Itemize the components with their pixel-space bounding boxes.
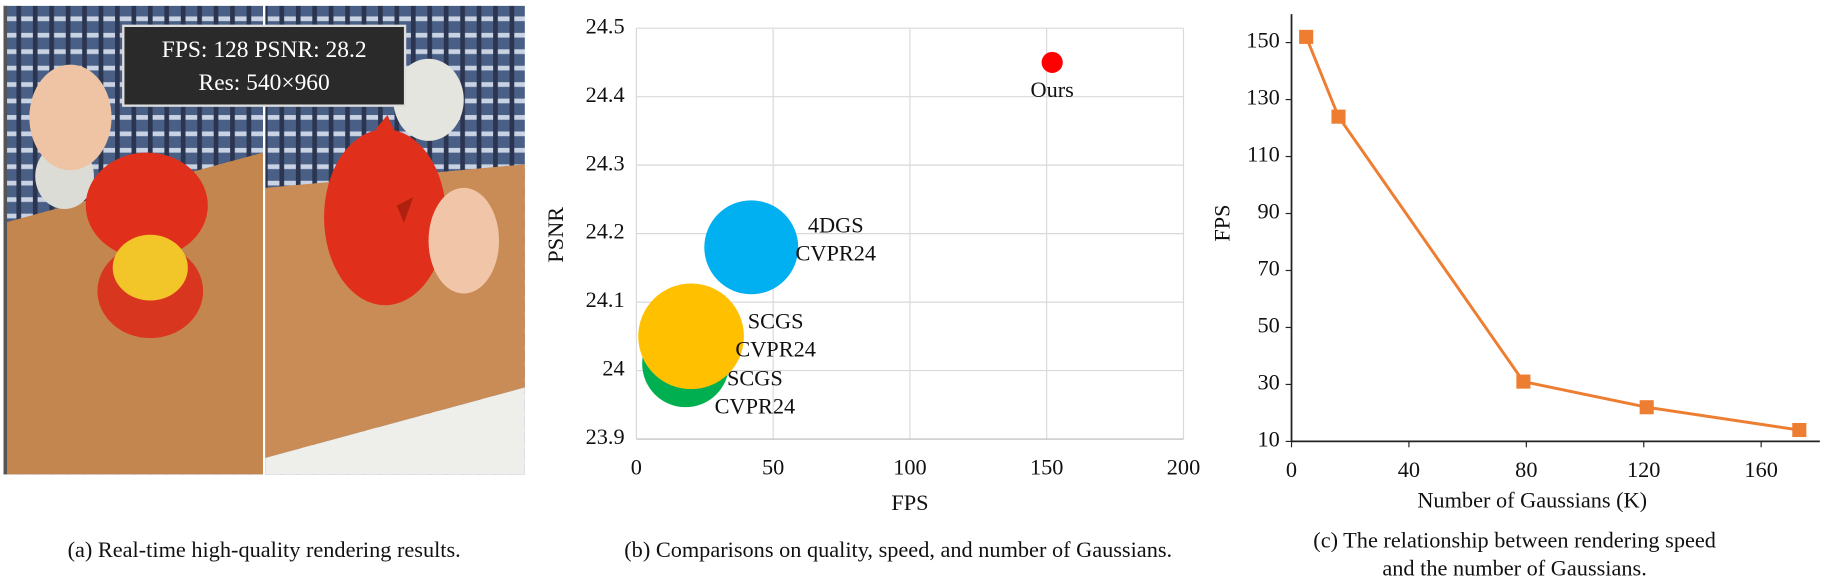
marker xyxy=(1299,29,1314,44)
overlay-text: FPS: 128 PSNR: 28.2 xyxy=(162,37,367,63)
y-tick-label: 24 xyxy=(602,356,624,381)
point-label: Ours xyxy=(1031,77,1074,102)
point-label: 4DGS xyxy=(808,212,864,237)
caption: (a) Real-time high-quality rendering res… xyxy=(68,537,461,562)
beak xyxy=(396,197,414,224)
y-tick-label: 24.3 xyxy=(586,150,625,175)
point-label: SCGS xyxy=(748,309,804,334)
y-axis-label: PSNR xyxy=(543,207,568,263)
y-tick-label: 24.2 xyxy=(586,219,625,244)
x-tick-label: 0 xyxy=(631,455,642,480)
x-tick-label: 160 xyxy=(1744,457,1777,482)
bubble xyxy=(704,200,799,295)
marker xyxy=(1639,400,1654,415)
x-tick-label: 40 xyxy=(1398,457,1420,482)
bubble xyxy=(1041,51,1063,73)
x-tick-label: 150 xyxy=(1030,455,1063,480)
photo-panel: FPS: 128 PSNR: 28.2 Res: 540×960 (a) Rea… xyxy=(3,5,525,562)
x-tick-label: 50 xyxy=(762,455,784,480)
line xyxy=(1304,36,1800,432)
x-tick-label: 80 xyxy=(1515,457,1537,482)
caption: and the number of Gaussians. xyxy=(1382,556,1646,581)
y-tick-label: 24.4 xyxy=(586,82,625,107)
y-tick-label: 90 xyxy=(1257,199,1279,224)
caption: (c) The relationship between rendering s… xyxy=(1313,528,1716,553)
y-tick-label: 23.9 xyxy=(586,424,625,449)
y-tick-label: 10 xyxy=(1257,427,1279,452)
y-tick-label: 150 xyxy=(1246,28,1279,53)
x-tick-label: 200 xyxy=(1167,455,1200,480)
hand xyxy=(428,187,499,294)
y-tick-label: 30 xyxy=(1257,370,1279,395)
edge xyxy=(3,5,8,475)
x-tick-label: 0 xyxy=(1286,457,1297,482)
point-label: SCGS xyxy=(727,365,783,390)
marker xyxy=(1792,422,1807,438)
y-tick-label: 110 xyxy=(1247,142,1280,167)
point-label: CVPR24 xyxy=(735,337,816,362)
x-tick-label: 120 xyxy=(1627,457,1660,482)
y-tick-label: 70 xyxy=(1257,256,1279,281)
cloth xyxy=(265,387,525,475)
y-tick-label: 24.1 xyxy=(586,287,625,312)
y-tick-label: 130 xyxy=(1246,85,1279,110)
egg xyxy=(393,58,464,141)
x-axis-label: Number of Gaussians (K) xyxy=(1417,488,1647,513)
x-tick-label: 100 xyxy=(893,455,926,480)
point-label: CVPR24 xyxy=(796,241,877,266)
x-axis-label: FPS xyxy=(891,490,928,515)
chick-top xyxy=(85,152,208,259)
overlay-text: Res: 540×960 xyxy=(199,70,330,96)
marker xyxy=(1516,374,1531,389)
y-tick-label: 50 xyxy=(1257,313,1279,338)
yolk xyxy=(112,234,188,301)
bubble xyxy=(638,283,744,390)
crest xyxy=(375,115,395,132)
marker xyxy=(1331,109,1346,124)
overlay-box xyxy=(122,24,407,107)
point-label: CVPR24 xyxy=(715,393,796,418)
y-axis-label: FPS xyxy=(1210,204,1235,241)
caption: (b) Comparisons on quality, speed, and n… xyxy=(624,537,1172,562)
y-tick-label: 24.5 xyxy=(586,13,625,38)
chick xyxy=(324,129,447,306)
hand xyxy=(29,64,112,171)
